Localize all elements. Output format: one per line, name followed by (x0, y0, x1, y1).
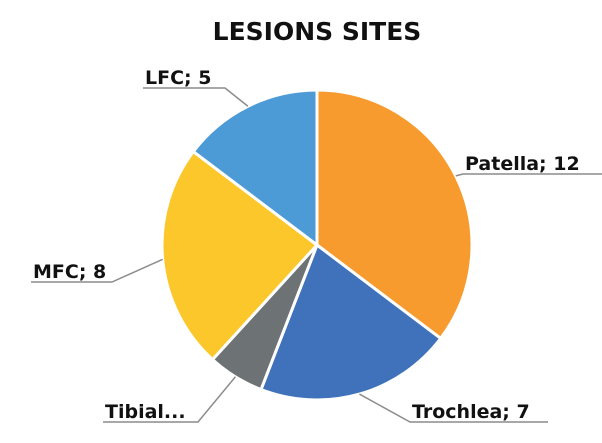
leader-line (455, 173, 602, 177)
leader-line (359, 393, 548, 423)
data-label: Trochlea; 7 (412, 401, 530, 423)
leader-line (143, 87, 249, 107)
data-label: Tibial... (105, 401, 186, 423)
leader-line (103, 376, 236, 423)
data-label: Patella; 12 (465, 153, 580, 175)
data-label: MFC; 8 (33, 261, 106, 283)
chart-title: LESIONS SITES (213, 17, 422, 46)
pie-slice (315, 88, 474, 341)
pie-slice (160, 149, 320, 362)
data-label: LFC; 5 (145, 67, 211, 89)
leader-line (31, 258, 163, 283)
